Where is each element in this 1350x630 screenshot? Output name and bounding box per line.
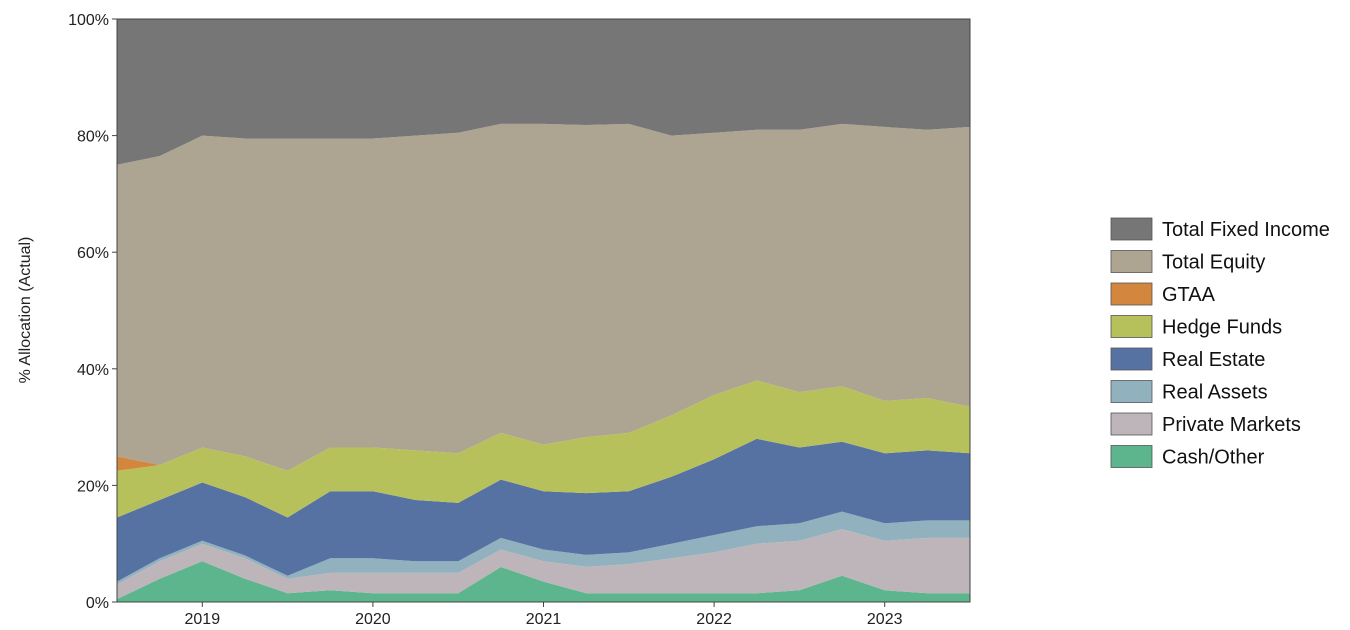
x-tick-label: 2019 — [185, 611, 221, 628]
legend-label: Real Assets — [1162, 382, 1268, 404]
legend-item-total-equity: Total Equity — [1110, 250, 1265, 274]
legend-label: Total Fixed Income — [1162, 219, 1330, 241]
area-private-markets — [117, 529, 970, 600]
legend-item-real-estate: Real Estate — [1110, 347, 1265, 371]
legend: Total Fixed Income Total Equity GTAA Hedge … — [1110, 217, 1330, 469]
legend-swatch — [1110, 412, 1153, 436]
legend-swatch — [1110, 315, 1153, 338]
y-tick-label: 100% — [68, 12, 109, 29]
y-axis-title: % Allocation (Actual) — [17, 237, 34, 384]
legend-item-hedge-funds: Hedge Funds — [1110, 315, 1282, 339]
legend-swatch — [1110, 347, 1153, 371]
x-tick-label: 2023 — [867, 611, 903, 628]
y-tick-label: 20% — [77, 478, 109, 495]
legend-item-real-assets: Real Assets — [1110, 380, 1268, 404]
legend-label: Cash/Other — [1162, 447, 1265, 469]
x-tick-label: 2021 — [526, 611, 562, 628]
legend-item-gtaa: GTAA — [1110, 282, 1216, 306]
x-tick-label: 2022 — [696, 611, 732, 628]
legend-item-private-markets: Private Markets — [1110, 412, 1301, 436]
legend-label: Total Equity — [1162, 252, 1265, 274]
area-real-estate — [117, 438, 970, 582]
area-total-equity — [117, 123, 970, 471]
y-tick-label: 40% — [77, 362, 109, 379]
legend-swatch — [1110, 250, 1153, 273]
area-series-group — [117, 19, 970, 602]
area-real-assets — [117, 511, 970, 585]
legend-item-cash-other: Cash/Other — [1110, 445, 1265, 469]
y-tick-label: 60% — [77, 245, 109, 262]
area-total-fixed-income — [117, 19, 970, 165]
legend-label: Hedge Funds — [1162, 317, 1282, 339]
y-tick-label: 0% — [86, 595, 109, 612]
x-tick-label: 2020 — [355, 611, 391, 628]
y-tick-label: 80% — [77, 129, 109, 146]
legend-swatch — [1110, 282, 1153, 306]
legend-item-total-fixed-income: Total Fixed Income — [1110, 217, 1330, 241]
y-axis: 0% 20% 40% 60% 80% 100% — [68, 12, 117, 612]
legend-label: GTAA — [1162, 284, 1216, 306]
area-hedge-funds — [117, 380, 970, 518]
legend-swatch — [1110, 217, 1153, 241]
legend-label: Private Markets — [1162, 414, 1301, 436]
legend-label: Real Estate — [1162, 349, 1265, 371]
x-axis: 2019 2020 2021 2022 2023 — [185, 602, 903, 628]
legend-swatch — [1110, 445, 1153, 468]
legend-swatch — [1110, 380, 1153, 403]
